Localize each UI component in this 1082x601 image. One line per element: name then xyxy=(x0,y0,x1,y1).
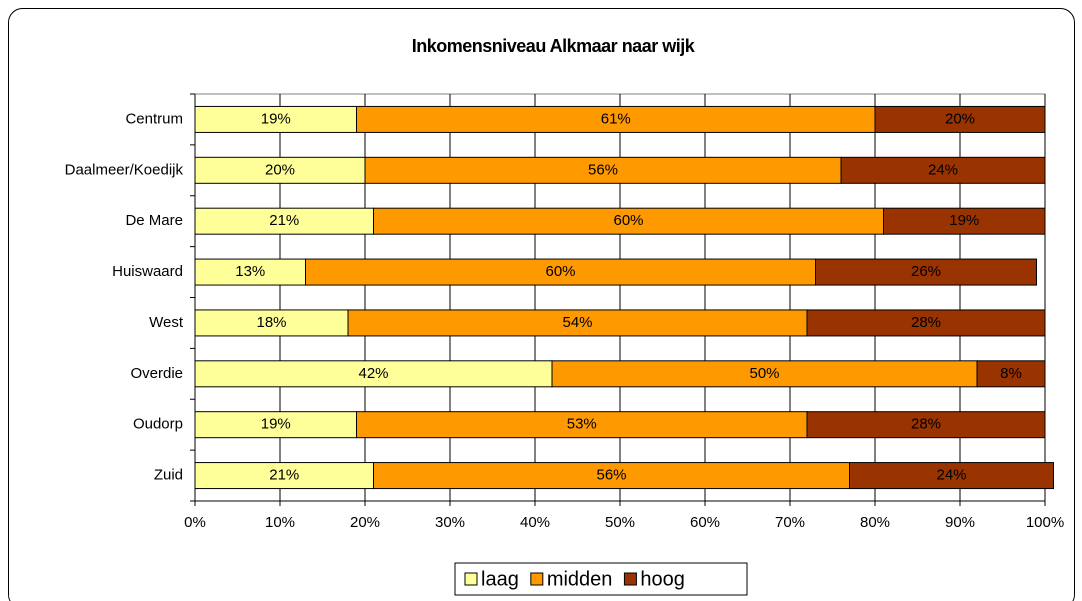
bar-segment xyxy=(373,462,850,490)
bar-segment xyxy=(194,156,366,184)
bar-segment xyxy=(551,360,978,388)
data-label: 53% xyxy=(567,416,597,433)
x-tick-label: 90% xyxy=(945,514,975,531)
x-tick-label: 60% xyxy=(690,514,720,531)
bar-segment xyxy=(874,105,1046,133)
data-label: 60% xyxy=(613,212,643,229)
data-label: 8% xyxy=(1000,365,1022,382)
bar-segment xyxy=(347,309,808,337)
bar-segment xyxy=(806,411,1046,439)
bar-segment xyxy=(305,258,816,286)
y-tick-label: Overdie xyxy=(130,365,183,382)
y-tick-label: Daalmeer/Koedijk xyxy=(65,161,184,178)
y-tick-label: De Mare xyxy=(125,212,183,229)
data-label: 20% xyxy=(265,161,295,178)
data-label: 20% xyxy=(945,110,975,127)
data-label: 13% xyxy=(235,263,265,280)
data-label: 19% xyxy=(949,212,979,229)
data-label: 24% xyxy=(928,161,958,178)
bar-segment xyxy=(364,156,842,184)
legend-swatch xyxy=(464,572,478,586)
chart-title: Inkomensniveau Alkmaar naar wijk xyxy=(412,36,696,56)
y-tick-label: Zuid xyxy=(154,467,183,484)
bar-segment xyxy=(356,105,876,133)
data-label: 54% xyxy=(562,314,592,331)
legend-box xyxy=(454,562,748,596)
legend-swatch xyxy=(623,572,637,586)
bar-segment xyxy=(194,207,374,235)
y-tick-label: Huiswaard xyxy=(112,263,183,280)
x-tick-label: 50% xyxy=(605,514,635,531)
y-tick-label: West xyxy=(149,314,184,331)
legend-swatch xyxy=(530,572,544,586)
legend-label: hoog xyxy=(640,568,685,590)
bar-segment xyxy=(806,309,1046,337)
bar-segment xyxy=(840,156,1046,184)
data-label: 18% xyxy=(256,314,286,331)
data-label: 26% xyxy=(911,263,941,280)
x-tick-label: 70% xyxy=(775,514,805,531)
x-tick-label: 30% xyxy=(435,514,465,531)
data-label: 24% xyxy=(936,467,966,484)
bar-segment xyxy=(976,360,1046,388)
x-tick-label: 40% xyxy=(520,514,550,531)
bar-segment xyxy=(815,258,1037,286)
legend-label: midden xyxy=(547,568,613,590)
legend-label: laag xyxy=(481,568,519,590)
data-label: 61% xyxy=(601,110,631,127)
y-tick-label: Oudorp xyxy=(133,416,183,433)
x-tick-label: 0% xyxy=(184,514,206,531)
bar-segment xyxy=(194,258,306,286)
data-label: 21% xyxy=(269,212,299,229)
bar-segment xyxy=(849,462,1054,490)
data-label: 56% xyxy=(596,467,626,484)
data-label: 60% xyxy=(545,263,575,280)
data-label: 28% xyxy=(911,314,941,331)
data-label: 28% xyxy=(911,416,941,433)
x-tick-label: 10% xyxy=(265,514,295,531)
data-label: 56% xyxy=(588,161,618,178)
bar-segment xyxy=(356,411,808,439)
data-label: 19% xyxy=(261,416,291,433)
x-tick-label: 80% xyxy=(860,514,890,531)
bar-segment xyxy=(194,462,374,490)
data-label: 50% xyxy=(749,365,779,382)
data-label: 42% xyxy=(358,365,388,382)
y-tick-label: Centrum xyxy=(125,110,183,127)
bar-segment xyxy=(194,411,357,439)
data-label: 21% xyxy=(269,467,299,484)
bar-segment xyxy=(194,105,357,133)
data-label: 19% xyxy=(261,110,291,127)
x-tick-label: 100% xyxy=(1026,514,1064,531)
bar-segment xyxy=(373,207,884,235)
x-tick-label: 20% xyxy=(350,514,380,531)
bar-segment xyxy=(883,207,1046,235)
